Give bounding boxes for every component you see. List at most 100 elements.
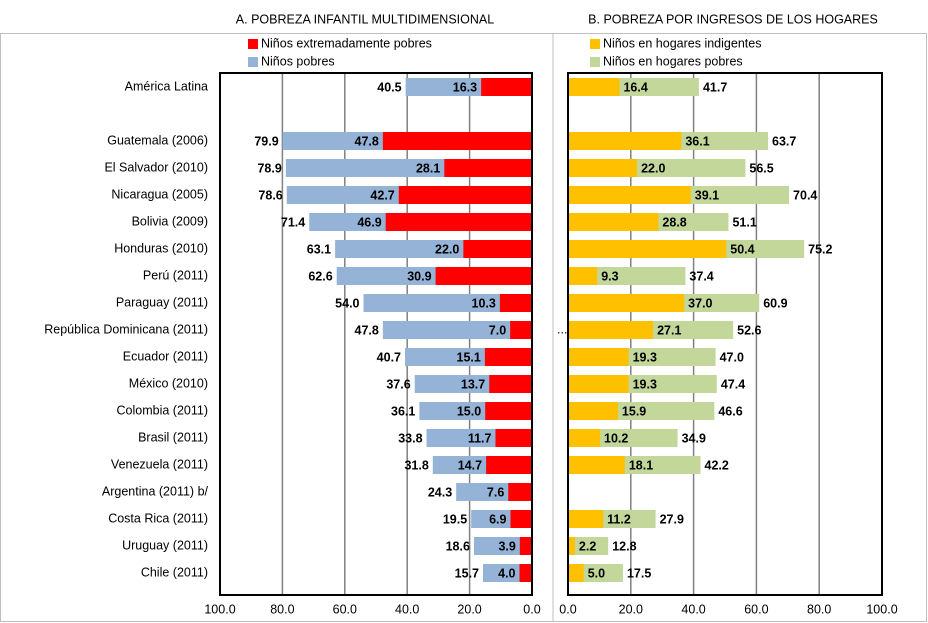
data-label: 3.9 xyxy=(498,539,515,553)
data-label: 28.8 xyxy=(662,215,686,229)
bar xyxy=(481,78,532,96)
bar xyxy=(568,132,682,150)
data-label: 19.5 xyxy=(443,512,467,526)
data-label: 10.2 xyxy=(604,431,628,445)
x-tick-label: 40.0 xyxy=(681,602,705,616)
data-label: 33.8 xyxy=(398,431,422,445)
data-label: 54.0 xyxy=(335,296,359,310)
category-label: Ecuador (2011) xyxy=(123,349,208,363)
category-label: México (2010) xyxy=(129,376,208,390)
category-label: Costa Rica (2011) xyxy=(108,511,208,525)
bar xyxy=(568,294,685,312)
category-label: Guatemala (2006) xyxy=(107,133,208,147)
bar xyxy=(568,186,691,204)
bar xyxy=(435,267,532,285)
panel-title: A. POBREZA INFANTIL MULTIDIMENSIONAL xyxy=(236,12,494,26)
bar xyxy=(519,537,532,555)
bar xyxy=(510,321,532,339)
data-label: 75.2 xyxy=(808,242,832,256)
data-label: 24.3 xyxy=(428,485,452,499)
category-label: Colombia (2011) xyxy=(117,403,208,417)
category-label: Bolivia (2009) xyxy=(132,214,208,228)
category-label: Paraguay (2011) xyxy=(116,295,208,309)
bar xyxy=(568,213,659,231)
data-label: 42.2 xyxy=(705,458,729,472)
bar xyxy=(568,456,625,474)
data-label: 79.9 xyxy=(254,134,278,148)
category-label: Chile (2011) xyxy=(141,565,208,579)
data-label: 14.7 xyxy=(458,458,482,472)
data-label: 46.6 xyxy=(718,404,742,418)
x-tick-label: 0.0 xyxy=(559,602,576,616)
data-label: 10.3 xyxy=(472,296,496,310)
data-label: 39.1 xyxy=(695,188,719,202)
data-label: 70.4 xyxy=(793,188,817,202)
frame xyxy=(0,33,927,622)
bar xyxy=(568,429,601,447)
data-label: 15.7 xyxy=(455,566,479,580)
bar xyxy=(489,375,532,393)
data-label: 47.8 xyxy=(355,323,379,337)
category-label: El Salvador (2010) xyxy=(104,160,208,174)
x-tick-label: 60.0 xyxy=(744,602,768,616)
bar xyxy=(568,267,686,285)
data-label: 37.6 xyxy=(386,377,410,391)
data-label: 11.7 xyxy=(468,431,492,445)
legend-label: Niños pobres xyxy=(261,54,335,68)
category-label: República Dominicana (2011) xyxy=(44,322,208,336)
data-label: 46.9 xyxy=(357,215,381,229)
bar xyxy=(568,348,629,366)
data-label: 16.4 xyxy=(623,80,647,94)
category-label: Uruguay (2011) xyxy=(122,538,208,552)
data-label: 41.7 xyxy=(703,80,727,94)
panel-title: B. POBREZA POR INGRESOS DE LOS HOGARES xyxy=(588,12,878,26)
data-label: 47.8 xyxy=(355,134,379,148)
bar xyxy=(495,429,532,447)
bar xyxy=(484,348,532,366)
category-label: Venezuela (2011) xyxy=(111,457,208,471)
data-label: 19.3 xyxy=(633,350,657,364)
bar xyxy=(485,402,532,420)
legend-label: Niños en hogares indigentes xyxy=(603,36,761,50)
bar xyxy=(568,78,620,96)
x-tick-label: 100.0 xyxy=(204,602,235,616)
bar xyxy=(568,537,609,555)
x-tick-label: 60.0 xyxy=(333,602,357,616)
bar xyxy=(382,321,532,339)
data-label: 7.6 xyxy=(487,485,504,499)
data-label: 12.8 xyxy=(612,539,636,553)
bar xyxy=(499,294,532,312)
bar xyxy=(568,267,598,285)
data-label: 52.6 xyxy=(737,323,761,337)
data-label: 50.4 xyxy=(730,242,754,256)
bar xyxy=(568,537,575,555)
bar xyxy=(568,321,654,339)
category-label: América Latina xyxy=(125,79,208,93)
data-label: 15.9 xyxy=(622,404,646,418)
category-label: Perú (2011) xyxy=(143,268,208,282)
data-label: 62.6 xyxy=(308,269,332,283)
bar xyxy=(363,294,532,312)
bar xyxy=(473,537,532,555)
data-label: 22.0 xyxy=(435,242,459,256)
legend-label: Niños en hogares pobres xyxy=(603,54,743,68)
legend-swatch xyxy=(590,57,600,67)
data-label: 27.1 xyxy=(657,323,681,337)
data-label: 37.4 xyxy=(689,269,713,283)
bar xyxy=(568,510,604,528)
x-tick-label: 100.0 xyxy=(866,602,897,616)
x-tick-label: 20.0 xyxy=(619,602,643,616)
data-label: 18.1 xyxy=(629,458,653,472)
bar xyxy=(568,240,727,258)
category-label: Honduras (2010) xyxy=(114,241,208,255)
x-tick-label: 0.0 xyxy=(523,602,540,616)
data-label: 56.5 xyxy=(749,161,773,175)
bar xyxy=(519,564,532,582)
x-tick-label: 80.0 xyxy=(270,602,294,616)
data-label: 40.5 xyxy=(377,80,401,94)
data-label: 18.6 xyxy=(446,539,470,553)
data-label: 28.1 xyxy=(416,161,440,175)
data-label: 5.0 xyxy=(588,566,605,580)
annotation: ... xyxy=(557,322,567,336)
